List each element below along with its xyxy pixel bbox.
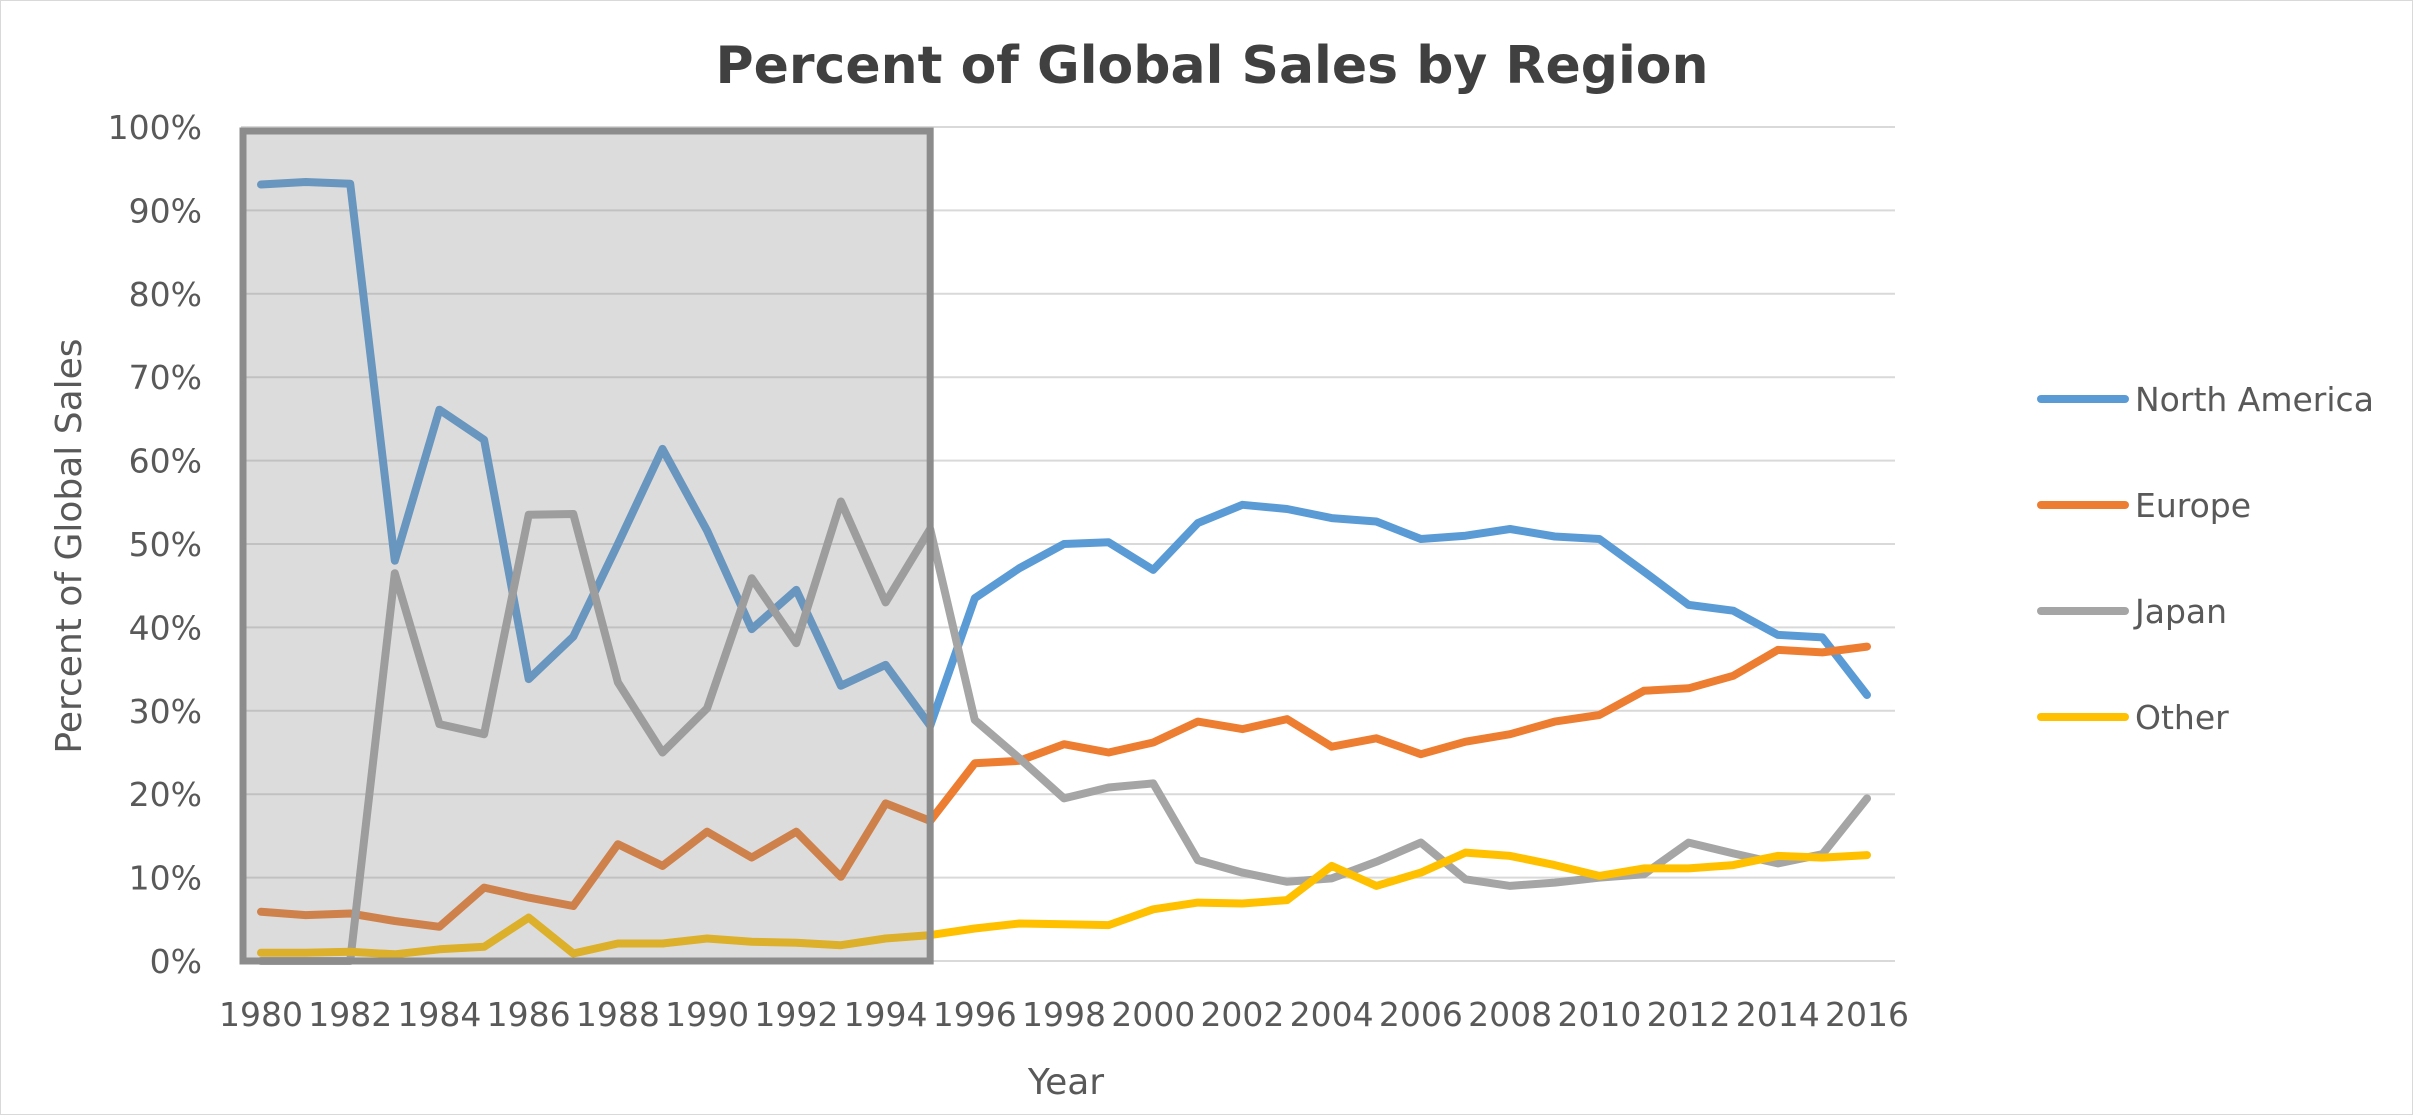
- x-tick-label: 1988: [576, 995, 660, 1034]
- series-lines: [257, 178, 1871, 965]
- x-tick-label: 1990: [665, 995, 749, 1034]
- x-tick-label: 2002: [1200, 995, 1284, 1034]
- x-tick-label: 2004: [1290, 995, 1374, 1034]
- x-tick-label: 1984: [397, 995, 481, 1034]
- y-tick-label: 20%: [129, 775, 202, 814]
- y-tick-label: 60%: [129, 442, 202, 481]
- x-tick-label: 2016: [1825, 995, 1909, 1034]
- y-axis-label: Percent of Global Sales: [49, 338, 90, 753]
- x-tick-label: 1982: [308, 995, 392, 1034]
- y-tick-label: 30%: [129, 692, 202, 731]
- y-tick-label: 80%: [129, 275, 202, 314]
- series-line-north-america: [257, 178, 1871, 730]
- legend-label: Europe: [2135, 486, 2251, 525]
- x-tick-label: 1980: [219, 995, 303, 1034]
- x-tick-label: 2010: [1557, 995, 1641, 1034]
- series-line-europe: [257, 642, 1871, 931]
- chart-title: Percent of Global Sales by Region: [715, 36, 1708, 96]
- x-tick-label: 2014: [1736, 995, 1820, 1034]
- x-axis-ticks: 1980 1982 1984 1986 1988 1990 1992 1994 1996 1998…: [219, 995, 1909, 1034]
- legend-label: Other: [2135, 698, 2229, 737]
- x-tick-label: 2006: [1379, 995, 1463, 1034]
- x-tick-label: 1986: [487, 995, 571, 1034]
- legend-label: Japan: [2133, 592, 2227, 631]
- highlight-region: [239, 127, 934, 965]
- series-line-other: [257, 848, 1871, 959]
- y-tick-label: 90%: [129, 191, 202, 230]
- x-tick-label: 2008: [1468, 995, 1552, 1034]
- x-tick-label: 1998: [1022, 995, 1106, 1034]
- x-axis-label: Year: [1027, 1062, 1104, 1103]
- legend: North America Europe Japan Other: [2037, 380, 2374, 737]
- x-tick-label: 1994: [844, 995, 928, 1034]
- y-tick-label: 50%: [129, 525, 202, 564]
- y-tick-label: 10%: [129, 859, 202, 898]
- y-tick-label: 40%: [129, 608, 202, 647]
- x-tick-label: 2000: [1111, 995, 1195, 1034]
- y-tick-label: 100%: [108, 108, 202, 147]
- y-axis-ticks: 0% 10% 20% 30% 40% 50% 60% 70% 80% 90% 100%: [108, 108, 202, 981]
- y-tick-label: 70%: [129, 358, 202, 397]
- x-tick-label: 2012: [1647, 995, 1731, 1034]
- x-tick-label: 1992: [754, 995, 838, 1034]
- x-tick-label: 1996: [933, 995, 1017, 1034]
- legend-label: North America: [2135, 380, 2374, 419]
- y-tick-label: 0%: [150, 942, 202, 981]
